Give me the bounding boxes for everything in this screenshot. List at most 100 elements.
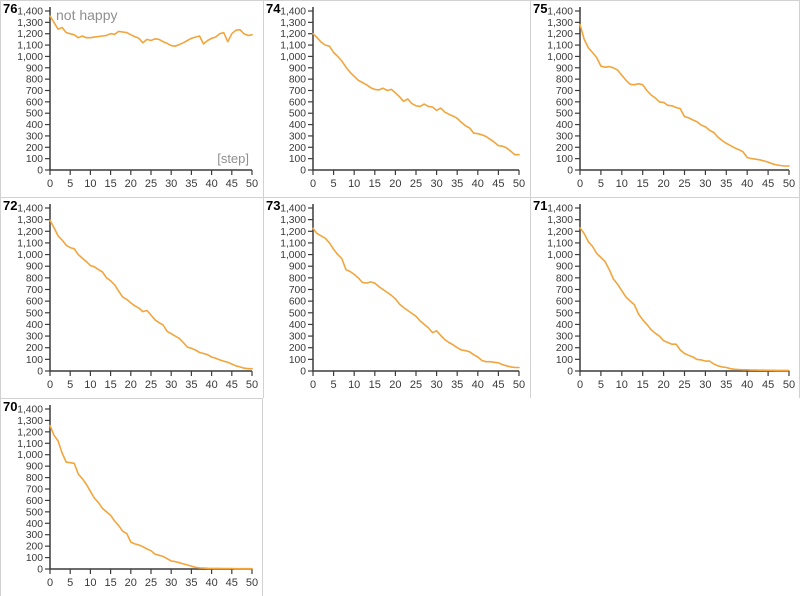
x-tick-label: 45 [226, 577, 238, 589]
y-tick-label: 1,400 [17, 7, 43, 18]
x-tick-label: 15 [637, 379, 649, 391]
x-tick-label: 35 [720, 379, 732, 391]
x-tick-label: 45 [492, 379, 504, 391]
y-tick-label: 1,300 [280, 18, 306, 29]
plot-cell-70: 0 100 200 300 400 500 600 700 800 900 1,000 1,100 1,… [0, 398, 263, 596]
plot-title: not happy [56, 7, 118, 23]
y-tick-label: 1,200 [280, 227, 306, 238]
y-tick-label: 1,400 [547, 204, 573, 215]
y-tick-label: 1,000 [280, 52, 306, 63]
y-tick-label: 100 [26, 355, 43, 366]
y-tick-label: 0 [37, 367, 43, 378]
axes-lines [579, 204, 789, 372]
x-tick-label: 10 [616, 379, 628, 391]
y-tick-label: 1,200 [280, 29, 306, 40]
y-tick-label: 1,100 [17, 439, 43, 450]
x-tick-label: 5 [67, 577, 73, 589]
y-tick-label: 1,200 [547, 227, 573, 238]
x-tick-label: 5 [331, 379, 337, 391]
plot-cell-75: 0 100 200 300 400 500 600 700 800 900 1,000 1,100 1,… [530, 0, 800, 197]
x-tick-label: 0 [577, 379, 583, 391]
y-tick-label: 1,000 [280, 250, 306, 261]
line-chart-canvas: 01002003004005006007008009001,0001,1001,… [547, 7, 795, 191]
y-tick-label: 600 [289, 297, 306, 308]
x-tick-label: 45 [226, 379, 238, 391]
y-tick-label: 700 [26, 485, 43, 496]
x-tick-label: 15 [104, 379, 116, 391]
y-tick-label: 1,100 [547, 238, 573, 249]
y-tick-label: 800 [26, 273, 43, 284]
y-tick-label: 1,200 [17, 29, 43, 40]
y-tick-label: 500 [556, 109, 573, 120]
x-tick-label: 0 [47, 178, 53, 190]
x-tick-label: 50 [783, 379, 795, 391]
y-tick-label: 1,400 [547, 7, 573, 18]
y-tick-label: 1,200 [17, 227, 43, 238]
x-tick-label: 40 [205, 379, 217, 391]
x-tick-label: 40 [741, 178, 753, 190]
y-tick-label: 300 [289, 332, 306, 343]
x-tick-label: 5 [598, 178, 604, 190]
y-tick-label: 1,400 [17, 204, 43, 215]
x-tick-label: 40 [205, 577, 217, 589]
y-tick-label: 600 [26, 496, 43, 507]
line-chart-canvas: 01002003004005006007008009001,0001,1001,… [280, 204, 525, 392]
y-tick-label: 200 [556, 143, 573, 154]
x-tick-label: 25 [678, 379, 690, 391]
x-tick-label: 20 [125, 379, 137, 391]
axes-lines [312, 204, 519, 372]
x-tick-label: 45 [762, 178, 774, 190]
series-line [312, 32, 520, 156]
x-tick-label: 0 [577, 178, 583, 190]
run-number-label: 73 [266, 198, 281, 213]
y-tick-label: 200 [26, 542, 43, 553]
y-tick-label: 300 [289, 131, 306, 142]
y-tick-label: 300 [26, 131, 43, 142]
y-tick-label: 1,000 [547, 52, 573, 63]
x-tick-label: 50 [246, 379, 258, 391]
y-tick-label: 900 [289, 262, 306, 273]
y-tick-label: 1,200 [17, 427, 43, 438]
y-tick-label: 700 [26, 86, 43, 97]
y-tick-label: 1,100 [280, 238, 306, 249]
y-tick-label: 700 [289, 86, 306, 97]
y-tick-label: 0 [567, 367, 573, 378]
run-number-label: 76 [3, 1, 18, 16]
y-tick-label: 0 [567, 166, 573, 177]
x-axis-label: [step] [217, 151, 249, 166]
x-tick-label: 0 [47, 379, 53, 391]
x-tick-label: 35 [185, 577, 197, 589]
y-tick-label: 0 [300, 367, 306, 378]
series-line [579, 23, 790, 167]
y-tick-label: 400 [289, 120, 306, 131]
y-tick-label: 1,100 [17, 41, 43, 52]
y-tick-label: 1,000 [547, 250, 573, 261]
y-tick-label: 800 [289, 75, 306, 86]
y-tick-label: 800 [556, 273, 573, 284]
plot-cell-73: 0 100 200 300 400 500 600 700 800 900 1,000 1,100 1,… [263, 197, 530, 398]
y-tick-label: 300 [26, 332, 43, 343]
y-tick-label: 200 [556, 343, 573, 354]
x-tick-label: 50 [513, 379, 525, 391]
axes-lines [49, 405, 252, 570]
x-tick-label: 45 [762, 379, 774, 391]
y-tick-label: 1,400 [280, 7, 306, 18]
x-tick-label: 5 [598, 379, 604, 391]
y-tick-label: 400 [289, 320, 306, 331]
x-tick-label: 5 [67, 379, 73, 391]
y-tick-label: 500 [26, 109, 43, 120]
x-tick-label: 5 [67, 178, 73, 190]
y-tick-label: 200 [289, 143, 306, 154]
y-tick-label: 0 [37, 565, 43, 576]
run-number-label: 70 [3, 399, 18, 414]
series-line [312, 227, 520, 369]
run-number-label: 72 [3, 198, 18, 213]
y-tick-label: 100 [26, 154, 43, 165]
y-tick-label: 1,300 [280, 215, 306, 226]
x-tick-label: 20 [389, 178, 401, 190]
line-chart-canvas: 01002003004005006007008009001,0001,1001,… [17, 405, 258, 590]
y-tick-label: 1,400 [17, 405, 43, 416]
x-tick-label: 0 [310, 379, 316, 391]
x-tick-label: 15 [369, 178, 381, 190]
plot-cell-76: 0 100 200 300 400 500 600 700 800 900 1,000 1,100 1,… [0, 0, 263, 197]
